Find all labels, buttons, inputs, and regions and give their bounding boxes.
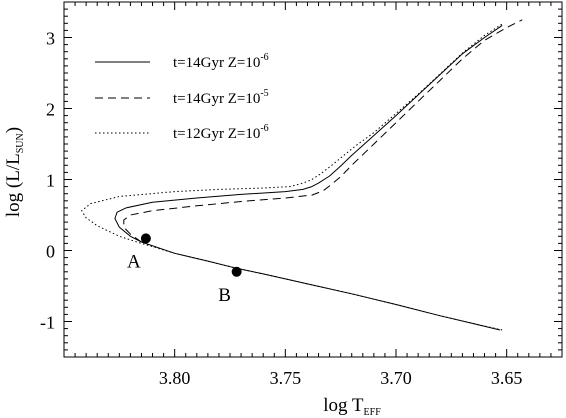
x-tick-label: 3.70	[380, 368, 412, 388]
series-line-solid	[114, 24, 503, 331]
marker-points: AB	[127, 233, 242, 306]
series-group	[81, 19, 523, 331]
point-label: A	[127, 251, 141, 272]
point-marker	[231, 266, 242, 277]
x-tick-label: 3.75	[270, 368, 302, 388]
x-tick-label: 3.65	[491, 368, 523, 388]
y-tick-label: -1	[40, 313, 55, 333]
legend-label: t=14Gyr Z=10-6	[173, 52, 269, 71]
y-tick-label: 2	[46, 100, 55, 120]
axis-ticks: 3.80 3.75 3.70 3.65 -1 0 1 2 3	[40, 2, 563, 388]
legend: t=14Gyr Z=10-6 t=14Gyr Z=10-5 t=12Gyr Z=10…	[95, 52, 269, 142]
legend-label: t=12Gyr Z=10-6	[173, 123, 269, 142]
x-tick-label: 3.80	[159, 368, 191, 388]
y-tick-label: 1	[46, 171, 55, 191]
y-tick-label: 0	[46, 242, 55, 262]
series-line-dashed	[123, 19, 523, 243]
point-label: B	[218, 285, 231, 306]
y-tick-label: 3	[46, 29, 55, 49]
point-marker	[140, 233, 151, 244]
plot-frame	[63, 1, 563, 358]
x-axis-label: log TEFF	[323, 395, 381, 418]
y-axis-label: log (L/LSUN)	[3, 127, 26, 217]
legend-label: t=14Gyr Z=10-5	[173, 88, 269, 107]
series-line-dotted	[81, 23, 503, 331]
